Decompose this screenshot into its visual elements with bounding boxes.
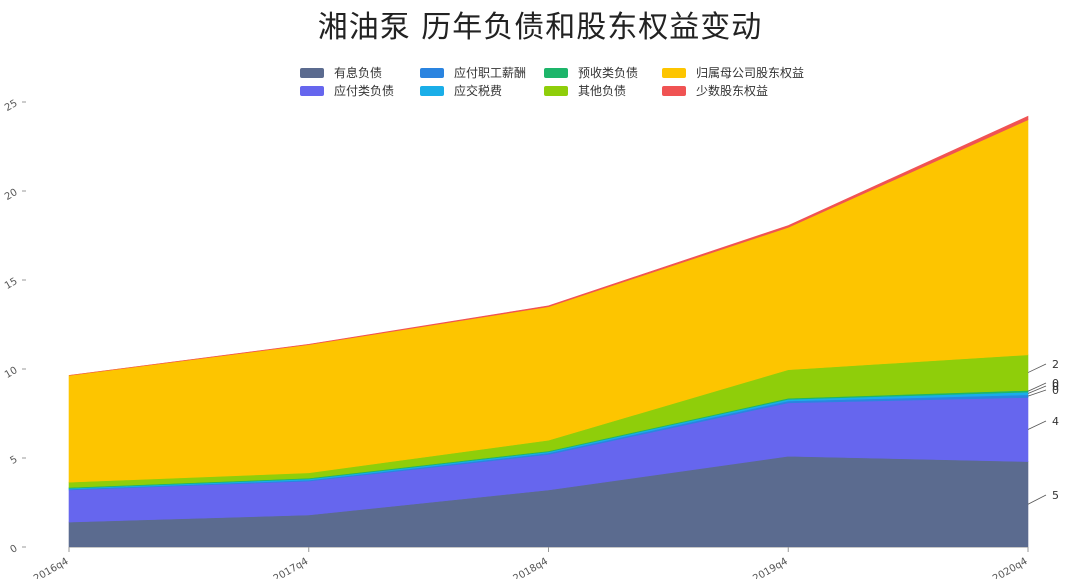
x-tick-label: 2018q4 bbox=[511, 556, 550, 579]
x-tick-label: 2016q4 bbox=[32, 556, 71, 579]
legend-swatch bbox=[544, 85, 568, 96]
legend-label: 应交税费 bbox=[454, 84, 503, 98]
legend-item[interactable]: 应付职工薪酬 bbox=[420, 66, 544, 80]
x-tick-label: 2019q4 bbox=[751, 556, 790, 579]
end-label-leader bbox=[1027, 363, 1047, 373]
legend-item[interactable]: 应付类负债 bbox=[300, 84, 420, 98]
chart-title: 湘油泵 历年负债和股东权益变动 bbox=[317, 10, 763, 45]
x-tick-label: 2017q4 bbox=[272, 556, 311, 579]
legend-swatch bbox=[300, 67, 324, 78]
x-tick-label: 2020q4 bbox=[991, 556, 1030, 579]
end-label: 0 bbox=[1052, 384, 1059, 397]
end-label: 2 bbox=[1052, 358, 1059, 371]
legend-item[interactable]: 少数股东权益 bbox=[662, 84, 822, 98]
y-tick-label: 25 bbox=[3, 98, 20, 114]
legend-item[interactable]: 有息负债 bbox=[300, 66, 420, 80]
end-label: 4 bbox=[1052, 415, 1059, 428]
y-tick-label: 5 bbox=[8, 454, 19, 467]
legend-item[interactable]: 其他负债 bbox=[544, 84, 662, 98]
y-tick-label: 0 bbox=[8, 543, 19, 556]
legend-item[interactable]: 应交税费 bbox=[420, 84, 544, 98]
end-label-leader bbox=[1027, 385, 1047, 394]
end-label: 5 bbox=[1052, 489, 1059, 502]
legend-item[interactable]: 预收类负债 bbox=[544, 66, 662, 80]
end-label: 0 bbox=[1052, 377, 1059, 390]
area-series-7 bbox=[68, 115, 1029, 376]
end-label-leader bbox=[1027, 389, 1047, 397]
legend-swatch bbox=[544, 67, 568, 78]
legend-swatch bbox=[420, 85, 444, 96]
end-label-leader bbox=[1027, 420, 1047, 430]
end-label-leader bbox=[1027, 494, 1047, 505]
chart-legend: 有息负债 应付职工薪酬 预收类负债 归属母公司股东权益应付类负债 应交税费 其他负债 少数股… bbox=[300, 66, 860, 98]
legend-swatch bbox=[662, 67, 686, 78]
legend-label: 有息负债 bbox=[334, 66, 383, 80]
legend-label: 归属母公司股东权益 bbox=[696, 66, 805, 80]
legend-label: 应付职工薪酬 bbox=[454, 66, 527, 80]
legend-label: 其他负债 bbox=[578, 84, 627, 98]
legend-label: 少数股东权益 bbox=[696, 84, 769, 98]
legend-item[interactable]: 归属母公司股东权益 bbox=[662, 66, 822, 80]
end-label: 0 bbox=[1052, 380, 1059, 393]
y-tick-label: 15 bbox=[3, 276, 20, 292]
y-tick-label: 20 bbox=[3, 187, 20, 203]
y-tick-label: 10 bbox=[3, 365, 20, 381]
legend-swatch bbox=[300, 85, 324, 96]
legend-swatch bbox=[662, 85, 686, 96]
end-label-leader bbox=[1027, 382, 1047, 392]
legend-label: 预收类负债 bbox=[578, 66, 639, 80]
legend-label: 应付类负债 bbox=[334, 84, 395, 98]
legend-swatch bbox=[420, 67, 444, 78]
